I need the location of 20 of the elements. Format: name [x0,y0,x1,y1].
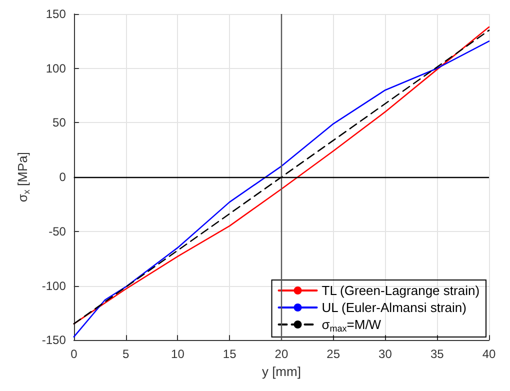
y-axis-title: σx [MPa] [15,152,32,202]
x-tick-label: 40 [482,347,496,362]
x-tick-label: 0 [70,347,78,362]
legend-label: TL (Green-Lagrange strain) [322,283,480,298]
y-tick-label: -150 [42,333,66,348]
y-tick-label: 50 [52,116,66,130]
x-tick-label: 35 [430,347,444,362]
x-tick-label: 5 [122,347,130,362]
y-tick-label: 100 [46,61,66,76]
x-tick-label: 20 [274,347,288,362]
x-tick-label: 15 [222,347,237,362]
x-tick-label: 10 [171,347,185,362]
y-tick-label: -100 [42,278,66,293]
y-tick-label: 0 [59,170,66,184]
y-tick-label: 150 [46,7,66,21]
legend-label: UL (Euler-Almansi strain) [322,300,466,315]
x-axis-title: y [mm] [262,364,301,379]
x-tick-label: 30 [378,347,392,362]
y-tick-label: -50 [48,224,66,238]
x-tick-label: 25 [326,347,340,362]
